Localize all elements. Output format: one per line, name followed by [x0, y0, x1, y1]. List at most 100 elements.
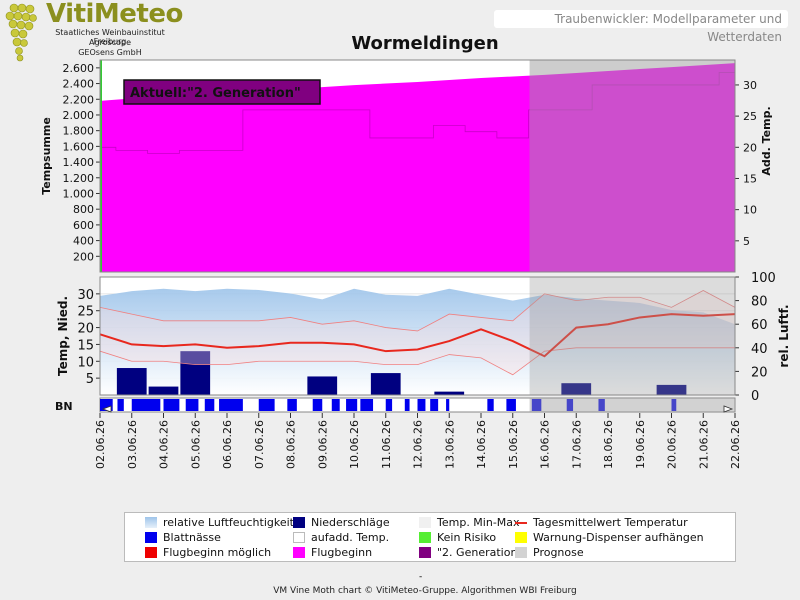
- legend-label: Tagesmittelwert Temperatur: [533, 516, 688, 529]
- temp-tick-label: 15: [77, 338, 94, 353]
- tempsumme-axis-label: Tempsumme: [40, 117, 53, 195]
- temp-tick-label: 30: [77, 288, 94, 303]
- date-tick-label: 03.06.26: [126, 420, 139, 469]
- tempsumme-tick-label: 2.600: [63, 62, 95, 75]
- leaf-wetness-segment: [385, 399, 393, 411]
- current-stage-annotation: Aktuell:"2. Generation": [123, 79, 321, 105]
- precipitation-bar: [116, 368, 147, 395]
- date-tick-label: 12.06.26: [412, 420, 425, 469]
- date-tick-label: 15.06.26: [507, 420, 520, 469]
- date-tick-label: 08.06.26: [285, 420, 298, 469]
- leaf-wetness-segment: [117, 399, 124, 411]
- legend-swatch: [145, 547, 157, 558]
- logo-geosens: GEOsens GmbH: [78, 48, 142, 57]
- leaf-wetness-segment: [219, 399, 243, 411]
- leaf-wetness-segment: [404, 399, 410, 411]
- legend-label: relative Luftfeuchtigkeit: [163, 516, 294, 529]
- logo-agroscope: Agroscope: [88, 38, 132, 47]
- leaf-wetness-segment: [671, 399, 677, 411]
- tempsumme-tick-label: 200: [73, 250, 94, 263]
- legend-label: aufadd. Temp.: [311, 531, 390, 544]
- date-tick-label: 04.06.26: [158, 420, 171, 469]
- logo-institute: Staatliches Weinbauinstitut Freiburg: [55, 28, 165, 46]
- bn-start-arrow: [101, 405, 112, 413]
- legend-swatch: [145, 532, 157, 543]
- add-temp-tick-label: 10: [743, 204, 757, 217]
- prognose-overlay-top: [529, 60, 735, 272]
- precipitation-bar: [656, 384, 687, 395]
- tempsumme-tick-label: 1.200: [63, 172, 95, 185]
- legend-swatch: [515, 522, 527, 524]
- leaf-wetness-segment: [566, 399, 574, 411]
- vitimeteo-logo: VitiMeteo Staatliches Weinbauinstitut Fr…: [0, 0, 190, 62]
- annotation-box: [123, 79, 321, 105]
- leaf-wetness-segment: [598, 399, 605, 411]
- tempsumme-tick-label: 2.000: [63, 109, 95, 122]
- legend-swatch: [419, 532, 431, 543]
- bottom-plot-frame: [99, 276, 736, 396]
- legend-label: Temp. Min-Max: [437, 516, 520, 529]
- date-tick-label: 10.06.26: [348, 420, 361, 469]
- date-tick-label: 11.06.26: [380, 420, 393, 469]
- date-tick-label: 17.06.26: [570, 420, 583, 469]
- leaf-wetness-segment: [487, 399, 494, 411]
- add-temp-tick-label: 15: [743, 172, 757, 185]
- leaf-wetness-segment: [506, 399, 516, 411]
- leaf-wetness-segment: [131, 399, 161, 411]
- humidity-tick-label: 80: [751, 295, 768, 310]
- grape-icon: [5, 3, 37, 62]
- date-tick-label: 19.06.26: [634, 420, 647, 469]
- subtitle-box: Traubenwickler: Modellparameter und Wett…: [494, 10, 788, 44]
- legend-label: Niederschläge: [311, 516, 390, 529]
- leaf-wetness-segment: [331, 399, 340, 411]
- bn-end-arrow: [723, 405, 734, 413]
- date-tick-label: 16.06.26: [539, 420, 552, 469]
- date-tick-label: 14.06.26: [475, 420, 488, 469]
- date-tick-label: 06.06.26: [221, 420, 234, 469]
- legend-label: Flugbeginn: [311, 546, 373, 559]
- humidity-axis-label: rel. Luftf.: [777, 304, 791, 367]
- chart-title: Wormeldingen: [351, 33, 499, 54]
- temp-tick-label: 25: [77, 305, 94, 320]
- legend-swatch: [293, 517, 305, 528]
- leaf-wetness-segment: [204, 399, 215, 411]
- add-temp-tick-label: 25: [743, 110, 757, 123]
- leaf-wetness-segment: [185, 399, 199, 411]
- legend-swatch: [293, 532, 305, 543]
- legend-swatch: [293, 547, 305, 558]
- precipitation-bar: [307, 376, 338, 395]
- legend-label: Prognose: [533, 546, 584, 559]
- legend-swatch: [419, 517, 431, 528]
- humidity-tick-label: 60: [751, 318, 768, 333]
- date-tick-label: 22.06.26: [729, 420, 742, 469]
- precipitation-bar: [561, 383, 592, 395]
- leaf-wetness-segment: [163, 399, 180, 411]
- legend-swatch: [515, 547, 527, 558]
- leaf-wetness-segment: [287, 399, 297, 411]
- legend-swatch: [145, 517, 157, 528]
- leaf-wetness-segment: [312, 399, 323, 411]
- logo-title: VitiMeteo: [46, 0, 183, 29]
- precipitation-bar: [180, 351, 211, 395]
- legend: relative Luftfeuchtigkeit Niederschläge Te…: [124, 512, 736, 562]
- date-tick-label: 13.06.26: [443, 420, 456, 469]
- prognose-overlay-bottom: [529, 277, 735, 395]
- temp-tick-label: 5: [86, 372, 94, 387]
- prognose-overlay-bn: [529, 398, 735, 412]
- tempsumme-tick-label: 1.000: [63, 187, 95, 200]
- precipitation-bar: [148, 386, 179, 395]
- tempsumme-tick-label: 2.400: [63, 78, 95, 91]
- date-tick-label: 07.06.26: [253, 420, 266, 469]
- mean-temp-line: [99, 313, 736, 358]
- humidity-area: [100, 288, 735, 395]
- date-tick-label: 02.06.26: [94, 420, 107, 469]
- legend-label: Warnung-Dispenser aufhängen: [533, 531, 704, 544]
- legend-label: Blattnässe: [163, 531, 221, 544]
- precipitation-bar: [370, 373, 401, 395]
- legend-swatch: [419, 547, 431, 558]
- legend-label: Flugbeginn möglich: [163, 546, 272, 559]
- tempsumme-tick-label: 1.600: [63, 140, 95, 153]
- footer-dash: -: [419, 572, 423, 582]
- humidity-tick-label: 100: [751, 271, 776, 286]
- tempsumme-tick-label: 600: [73, 219, 94, 232]
